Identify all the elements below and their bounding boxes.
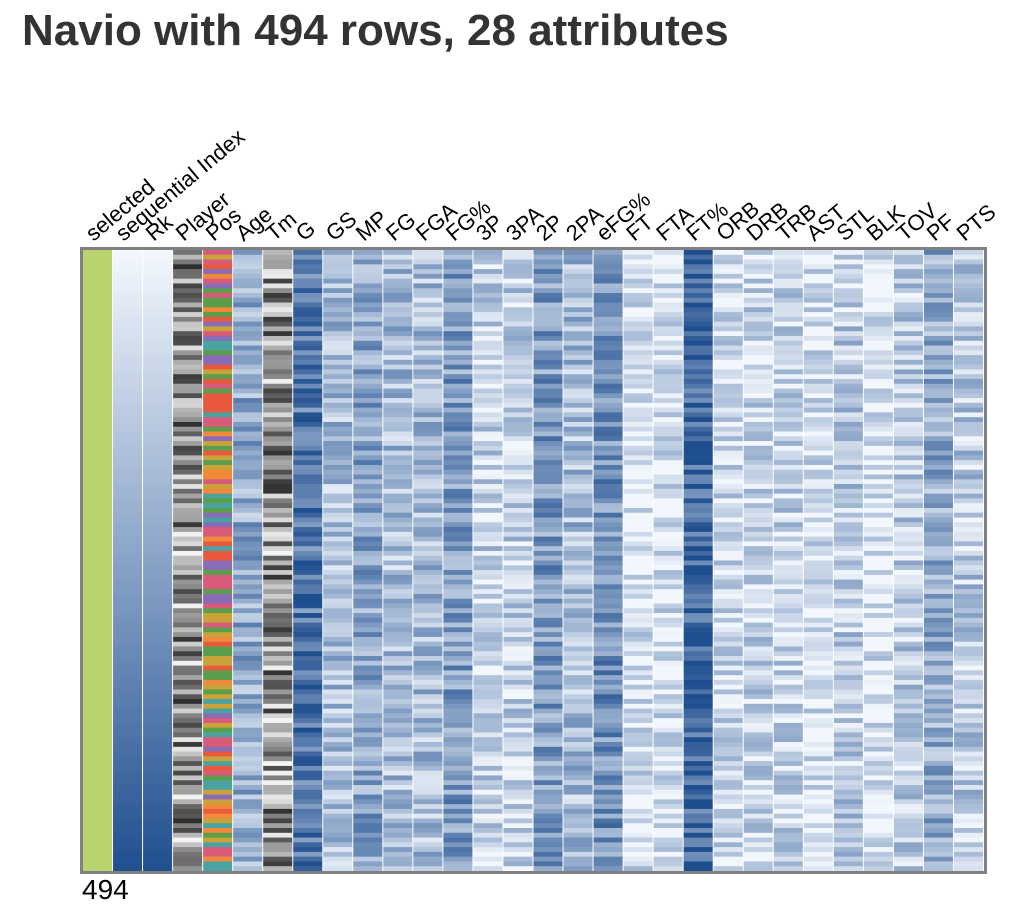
column-tm[interactable] (263, 250, 293, 872)
page-title: Navio with 494 rows, 28 attributes (22, 6, 729, 55)
column-2p[interactable] (533, 250, 563, 872)
column-efg-[interactable] (593, 250, 623, 872)
column-selected[interactable] (83, 250, 113, 871)
column-3pa[interactable] (503, 250, 533, 872)
column-ft-[interactable] (683, 250, 713, 872)
column-g[interactable] (293, 250, 323, 872)
attribute-label[interactable]: PTS (952, 199, 1001, 246)
row-count-label: 494 (82, 874, 129, 905)
column-3p[interactable] (473, 250, 503, 872)
column-fta[interactable] (653, 250, 683, 872)
column-ast[interactable] (803, 250, 833, 872)
column-stl[interactable] (833, 250, 863, 872)
column-mp[interactable] (353, 250, 383, 872)
column-fg-[interactable] (443, 250, 473, 872)
column-fg[interactable] (383, 250, 413, 872)
column-age[interactable] (233, 250, 263, 872)
column-tov[interactable] (893, 250, 923, 872)
column-2pa[interactable] (563, 250, 593, 872)
column-pf[interactable] (923, 250, 953, 872)
column-ft[interactable] (623, 250, 653, 872)
column-drb[interactable] (743, 250, 773, 872)
column-trb[interactable] (773, 250, 803, 872)
navio-frame (80, 247, 987, 874)
attribute-columns[interactable] (83, 250, 983, 872)
column-rk[interactable] (143, 250, 173, 872)
column-pos[interactable] (203, 250, 233, 872)
column-orb[interactable] (713, 250, 743, 872)
column-blk[interactable] (863, 250, 893, 872)
column-fga[interactable] (413, 250, 443, 872)
column-player[interactable] (173, 250, 203, 872)
column-sequential-index[interactable] (113, 250, 143, 872)
column-gs[interactable] (323, 250, 353, 872)
column-pts[interactable] (953, 250, 983, 872)
